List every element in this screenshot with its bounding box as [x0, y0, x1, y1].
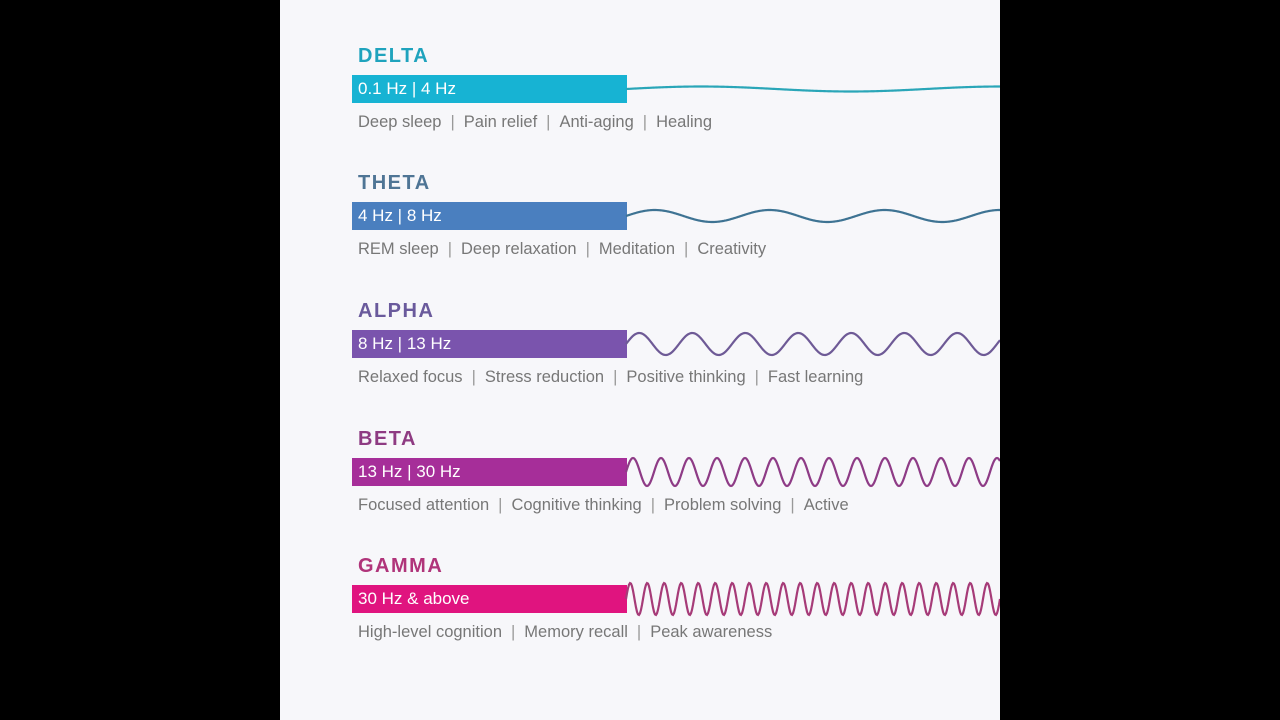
wave-path: [625, 208, 1000, 224]
waveform: [625, 331, 1000, 357]
divider: |: [790, 496, 795, 514]
band-beta: BETA 13 Hz | 30 Hz Focused attention | Cogni…: [280, 428, 1000, 538]
divider: |: [498, 496, 503, 514]
benefit-tag: Healing: [656, 113, 713, 131]
waveform: [625, 208, 1000, 224]
frequency-range-bar: 4 Hz | 8 Hz: [352, 202, 627, 230]
band-delta: DELTA 0.1 Hz | 4 Hz Deep sleep | Pain relief…: [280, 45, 1000, 155]
wave-path: [625, 85, 1000, 93]
benefit-tag: Anti-aging: [559, 113, 634, 131]
benefit-tag: Active: [803, 496, 849, 514]
frequency-range-bar: 0.1 Hz | 4 Hz: [352, 75, 627, 103]
divider: |: [636, 623, 642, 641]
divider: |: [642, 113, 648, 131]
benefit-tag: Memory recall: [524, 623, 628, 641]
benefit-tag: Creativity: [697, 240, 767, 258]
benefit-tags: High-level cognition | Memory recall | Peak …: [358, 623, 772, 642]
waveform: [625, 85, 1000, 93]
benefit-tag: Cognitive thinking: [511, 496, 642, 514]
divider: |: [471, 368, 476, 386]
band-gamma: GAMMA 30 Hz & above High-level cognition | M…: [280, 555, 1000, 665]
divider: |: [613, 368, 618, 386]
benefit-tags: Relaxed focus | Stress reduction | Positive …: [358, 368, 863, 387]
divider: |: [447, 240, 452, 258]
benefit-tag: Problem solving: [664, 496, 782, 514]
band-title: ALPHA: [358, 300, 435, 322]
benefit-tag: Peak awareness: [650, 623, 773, 641]
benefit-tag: Meditation: [598, 240, 676, 258]
divider: |: [546, 113, 551, 131]
benefit-tag: Stress reduction: [484, 368, 605, 386]
benefit-tag: Positive thinking: [626, 368, 746, 386]
band-theta: THETA 4 Hz | 8 Hz REM sleep | Deep relaxatio…: [280, 172, 1000, 282]
benefit-tag: REM sleep: [358, 240, 439, 258]
wave-path: [624, 581, 1000, 617]
benefit-tag: Deep sleep: [358, 113, 442, 131]
waveform: [624, 456, 1000, 488]
divider: |: [511, 623, 516, 641]
divider: |: [450, 113, 455, 131]
benefit-tag: High-level cognition: [358, 623, 502, 641]
band-title: THETA: [358, 172, 431, 194]
band-title: BETA: [358, 428, 417, 450]
wave-path: [624, 456, 1000, 488]
divider: |: [585, 240, 590, 258]
waveform: [624, 581, 1000, 617]
frequency-range-bar: 8 Hz | 13 Hz: [352, 330, 627, 358]
band-alpha: ALPHA 8 Hz | 13 Hz Relaxed focus | Stress re…: [280, 300, 1000, 410]
benefit-tag: Focused attention: [358, 496, 490, 514]
benefit-tags: Deep sleep | Pain relief | Anti-aging | Healin…: [358, 113, 712, 132]
frequency-range-bar: 30 Hz & above: [352, 585, 627, 613]
benefit-tags: REM sleep | Deep relaxation | Meditation | Cre…: [358, 240, 766, 259]
band-title: DELTA: [358, 45, 430, 67]
divider: |: [684, 240, 689, 258]
benefit-tag: Fast learning: [767, 368, 864, 386]
benefit-tags: Focused attention | Cognitive thinking | Pro…: [358, 496, 849, 515]
benefit-tag: Deep relaxation: [461, 240, 577, 258]
divider: |: [650, 496, 656, 514]
divider: |: [754, 368, 759, 386]
benefit-tag: Pain relief: [463, 113, 538, 131]
benefit-tag: Relaxed focus: [358, 368, 463, 386]
frequency-range-bar: 13 Hz | 30 Hz: [352, 458, 627, 486]
band-title: GAMMA: [358, 555, 444, 577]
brainwave-infographic: DELTA 0.1 Hz | 4 Hz Deep sleep | Pain relief…: [280, 0, 1000, 720]
wave-path: [625, 331, 1000, 357]
